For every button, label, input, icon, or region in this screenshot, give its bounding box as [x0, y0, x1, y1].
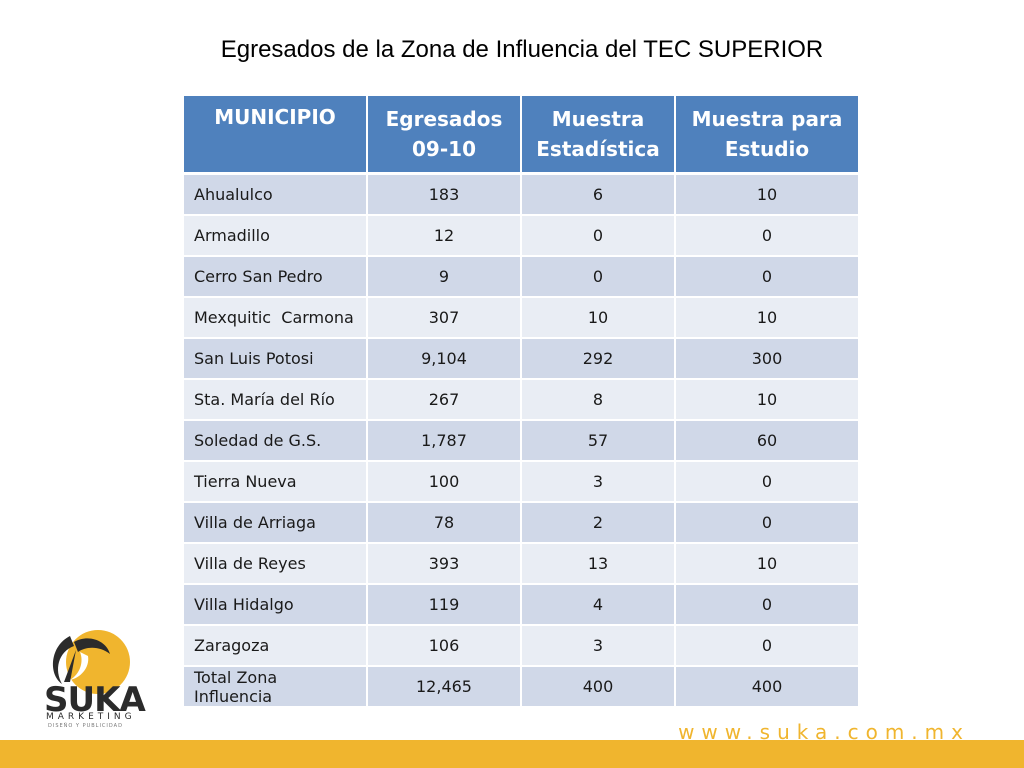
table-row: Armadillo 12 0 0	[184, 215, 858, 257]
cell-municipio: Soledad de G.S.	[184, 420, 368, 462]
cell-municipio: Ahualulco	[184, 173, 368, 216]
footer-bar	[0, 740, 1024, 768]
table-row: Soledad de G.S. 1,787 57 60	[184, 420, 858, 462]
cell-muestra-estudio: 0	[675, 584, 858, 626]
cell-muestra-estadistica: 2	[521, 502, 676, 544]
cell-municipio: Villa Hidalgo	[184, 584, 368, 626]
cell-muestra-estudio: 0	[675, 461, 858, 503]
graduates-table: MUNICIPIO Egresados 09-10 Muestra Estadí…	[184, 96, 858, 708]
cell-muestra-estudio: 0	[675, 502, 858, 544]
header-muestra-estadistica: Muestra Estadística	[521, 96, 676, 175]
logo-subtitle: MARKETING	[46, 712, 136, 722]
header-egresados-line2: 09-10	[412, 137, 476, 161]
cell-municipio: Villa de Arriaga	[184, 502, 368, 544]
logo-tagline: DISEÑO Y PUBLICIDAD	[48, 723, 123, 729]
cell-egresados: 307	[367, 297, 522, 339]
table-row: Mexquitic Carmona 307 10 10	[184, 297, 858, 339]
header-municipio: MUNICIPIO	[184, 96, 368, 175]
cell-muestra-estadistica: 400	[521, 666, 676, 708]
cell-municipio: Total Zona Influencia	[184, 666, 368, 708]
cell-muestra-estadistica: 0	[521, 215, 676, 257]
cell-muestra-estadistica: 10	[521, 297, 676, 339]
cell-muestra-estudio: 10	[675, 543, 858, 585]
cell-muestra-estadistica: 57	[521, 420, 676, 462]
cell-municipio: San Luis Potosi	[184, 338, 368, 380]
cell-muestra-estadistica: 13	[521, 543, 676, 585]
table-row: Villa Hidalgo 119 4 0	[184, 584, 858, 626]
cell-muestra-estudio: 10	[675, 379, 858, 421]
cell-muestra-estudio: 60	[675, 420, 858, 462]
cell-egresados: 78	[367, 502, 522, 544]
table-row: Ahualulco 183 6 10	[184, 173, 858, 216]
pelican-logo-icon	[52, 630, 130, 694]
header-muestra-est-line1: Muestra	[551, 107, 645, 131]
cell-muestra-estadistica: 6	[521, 173, 676, 216]
table-row: San Luis Potosi 9,104 292 300	[184, 338, 858, 380]
cell-egresados: 267	[367, 379, 522, 421]
cell-muestra-estadistica: 0	[521, 256, 676, 298]
table-header-row: MUNICIPIO Egresados 09-10 Muestra Estadí…	[184, 96, 858, 175]
header-muestra-est-line2: Estadística	[536, 137, 660, 161]
cell-muestra-estadistica: 4	[521, 584, 676, 626]
cell-muestra-estadistica: 8	[521, 379, 676, 421]
table-row: Cerro San Pedro 9 0 0	[184, 256, 858, 298]
cell-egresados: 106	[367, 625, 522, 667]
table-row-total: Total Zona Influencia 12,465 400 400	[184, 666, 858, 708]
cell-egresados: 119	[367, 584, 522, 626]
cell-muestra-estudio: 0	[675, 215, 858, 257]
table-row: Villa de Arriaga 78 2 0	[184, 502, 858, 544]
header-muestra-estudio: Muestra para Estudio	[675, 96, 858, 175]
table-row: Sta. María del Río 267 8 10	[184, 379, 858, 421]
cell-egresados: 183	[367, 173, 522, 216]
cell-muestra-estudio: 10	[675, 173, 858, 216]
cell-egresados: 9,104	[367, 338, 522, 380]
header-egresados-line1: Egresados	[385, 107, 503, 131]
header-muestra-estudio-line1: Muestra para	[691, 107, 843, 131]
website-link[interactable]: www.suka.com.mx	[678, 720, 970, 744]
cell-muestra-estudio: 10	[675, 297, 858, 339]
header-egresados: Egresados 09-10	[367, 96, 522, 175]
cell-muestra-estadistica: 292	[521, 338, 676, 380]
logo-word: SUKA	[44, 680, 146, 720]
cell-municipio: Tierra Nueva	[184, 461, 368, 503]
cell-muestra-estadistica: 3	[521, 461, 676, 503]
cell-egresados: 393	[367, 543, 522, 585]
cell-muestra-estudio: 0	[675, 625, 858, 667]
cell-municipio: Armadillo	[184, 215, 368, 257]
cell-muestra-estudio: 300	[675, 338, 858, 380]
table-row: Zaragoza 106 3 0	[184, 625, 858, 667]
cell-municipio: Villa de Reyes	[184, 543, 368, 585]
cell-muestra-estudio: 400	[675, 666, 858, 708]
cell-municipio: Zaragoza	[184, 625, 368, 667]
cell-egresados: 12,465	[367, 666, 522, 708]
cell-egresados: 1,787	[367, 420, 522, 462]
cell-muestra-estudio: 0	[675, 256, 858, 298]
cell-egresados: 9	[367, 256, 522, 298]
header-muestra-estudio-line2: Estudio	[724, 137, 810, 161]
cell-municipio: Cerro San Pedro	[184, 256, 368, 298]
cell-municipio: Sta. María del Río	[184, 379, 368, 421]
cell-municipio: Mexquitic Carmona	[184, 297, 368, 339]
cell-egresados: 12	[367, 215, 522, 257]
slide-title: Egresados de la Zona de Influencia del T…	[220, 36, 824, 63]
table-row: Villa de Reyes 393 13 10	[184, 543, 858, 585]
cell-muestra-estadistica: 3	[521, 625, 676, 667]
cell-egresados: 100	[367, 461, 522, 503]
table-row: Tierra Nueva 100 3 0	[184, 461, 858, 503]
